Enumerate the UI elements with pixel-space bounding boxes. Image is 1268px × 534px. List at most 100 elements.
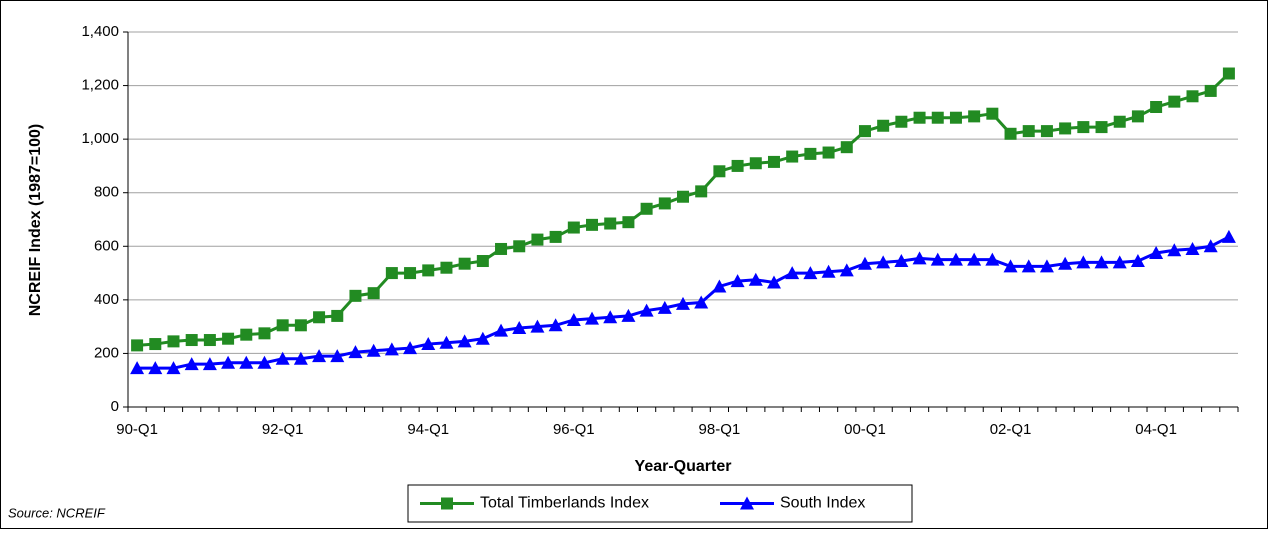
data-point bbox=[621, 308, 636, 322]
data-point bbox=[894, 254, 909, 268]
x-tick-label: 00-Q1 bbox=[844, 421, 886, 438]
data-point bbox=[530, 319, 545, 333]
data-point bbox=[766, 275, 781, 289]
data-point bbox=[1003, 259, 1018, 273]
data-point bbox=[1149, 245, 1164, 259]
legend-label: South Index bbox=[780, 495, 865, 512]
y-tick-label: 1,400 bbox=[81, 23, 119, 40]
data-point bbox=[968, 110, 981, 123]
x-axis-title: Year-Quarter bbox=[635, 458, 732, 475]
data-point bbox=[876, 255, 891, 269]
data-point bbox=[1094, 255, 1109, 269]
data-point bbox=[1077, 121, 1090, 134]
data-point bbox=[495, 242, 508, 255]
data-point bbox=[293, 351, 308, 365]
data-point bbox=[149, 338, 162, 351]
data-point bbox=[822, 146, 835, 159]
data-point bbox=[767, 155, 780, 168]
x-tick-label: 94-Q1 bbox=[407, 421, 449, 438]
data-point bbox=[475, 331, 490, 345]
x-tick-label: 98-Q1 bbox=[699, 421, 741, 438]
data-point bbox=[713, 165, 726, 178]
data-point bbox=[748, 272, 763, 286]
data-point bbox=[622, 216, 635, 229]
x-tick-label: 02-Q1 bbox=[990, 421, 1032, 438]
data-point bbox=[348, 345, 363, 359]
data-point bbox=[313, 311, 326, 324]
data-point bbox=[1095, 121, 1108, 134]
data-point bbox=[586, 218, 599, 231]
data-point bbox=[185, 334, 198, 347]
data-point bbox=[1040, 125, 1053, 138]
y-axis-title: NCREIF Index (1987=100) bbox=[27, 124, 44, 317]
data-point bbox=[1168, 95, 1181, 108]
y-tick-label: 1,000 bbox=[81, 130, 119, 147]
x-tick-label: 90-Q1 bbox=[116, 421, 158, 438]
y-tick-label: 800 bbox=[94, 184, 119, 201]
data-point bbox=[1186, 90, 1199, 103]
data-point bbox=[221, 355, 236, 369]
data-point bbox=[730, 274, 745, 288]
x-tick-label: 96-Q1 bbox=[553, 421, 595, 438]
legend-box bbox=[407, 484, 913, 523]
data-point bbox=[786, 150, 799, 163]
data-point bbox=[785, 266, 800, 280]
data-point bbox=[131, 339, 144, 352]
data-point bbox=[967, 252, 982, 266]
data-point bbox=[312, 349, 327, 363]
data-point bbox=[331, 309, 344, 322]
data-point bbox=[148, 361, 163, 375]
data-point bbox=[640, 202, 653, 215]
data-point bbox=[166, 361, 181, 375]
y-tick-label: 200 bbox=[94, 344, 119, 361]
source-note: Source: NCREIF bbox=[8, 505, 106, 520]
data-point bbox=[239, 355, 254, 369]
data-point bbox=[476, 255, 489, 268]
data-point bbox=[948, 252, 963, 266]
data-point bbox=[803, 266, 818, 280]
data-point bbox=[1112, 255, 1127, 269]
y-tick-label: 600 bbox=[94, 237, 119, 254]
data-point bbox=[458, 257, 471, 270]
data-point bbox=[513, 240, 526, 253]
data-point bbox=[931, 111, 944, 124]
data-point bbox=[1076, 255, 1091, 269]
data-point bbox=[203, 334, 216, 347]
data-point bbox=[658, 197, 671, 210]
data-point bbox=[1059, 122, 1072, 135]
data-point bbox=[695, 185, 708, 198]
data-point bbox=[677, 190, 689, 203]
data-point bbox=[949, 111, 962, 124]
legend-label: Total Timberlands Index bbox=[480, 495, 649, 512]
data-point bbox=[567, 221, 580, 234]
data-point bbox=[1113, 115, 1126, 128]
data-point bbox=[749, 157, 762, 170]
data-point bbox=[240, 328, 253, 341]
data-point bbox=[367, 287, 380, 300]
data-point bbox=[731, 159, 744, 172]
data-point bbox=[439, 335, 454, 349]
data-point bbox=[421, 337, 436, 351]
data-point bbox=[512, 320, 527, 334]
data-point bbox=[349, 289, 362, 302]
data-point bbox=[1150, 101, 1163, 113]
data-point bbox=[1203, 239, 1218, 253]
x-tick-label: 04-Q1 bbox=[1135, 421, 1177, 438]
data-point bbox=[184, 357, 199, 371]
data-point bbox=[566, 312, 581, 326]
data-point bbox=[366, 343, 381, 357]
data-point bbox=[404, 267, 417, 280]
data-point bbox=[913, 111, 926, 124]
data-point bbox=[986, 107, 999, 120]
data-point bbox=[694, 295, 709, 309]
data-point bbox=[639, 303, 654, 317]
data-point bbox=[385, 267, 398, 280]
data-point bbox=[712, 279, 727, 293]
data-point bbox=[276, 319, 289, 332]
y-tick-label: 0 bbox=[111, 398, 119, 415]
data-point bbox=[222, 332, 235, 345]
data-point bbox=[275, 351, 290, 365]
data-point bbox=[985, 252, 1000, 266]
data-point bbox=[930, 252, 945, 266]
